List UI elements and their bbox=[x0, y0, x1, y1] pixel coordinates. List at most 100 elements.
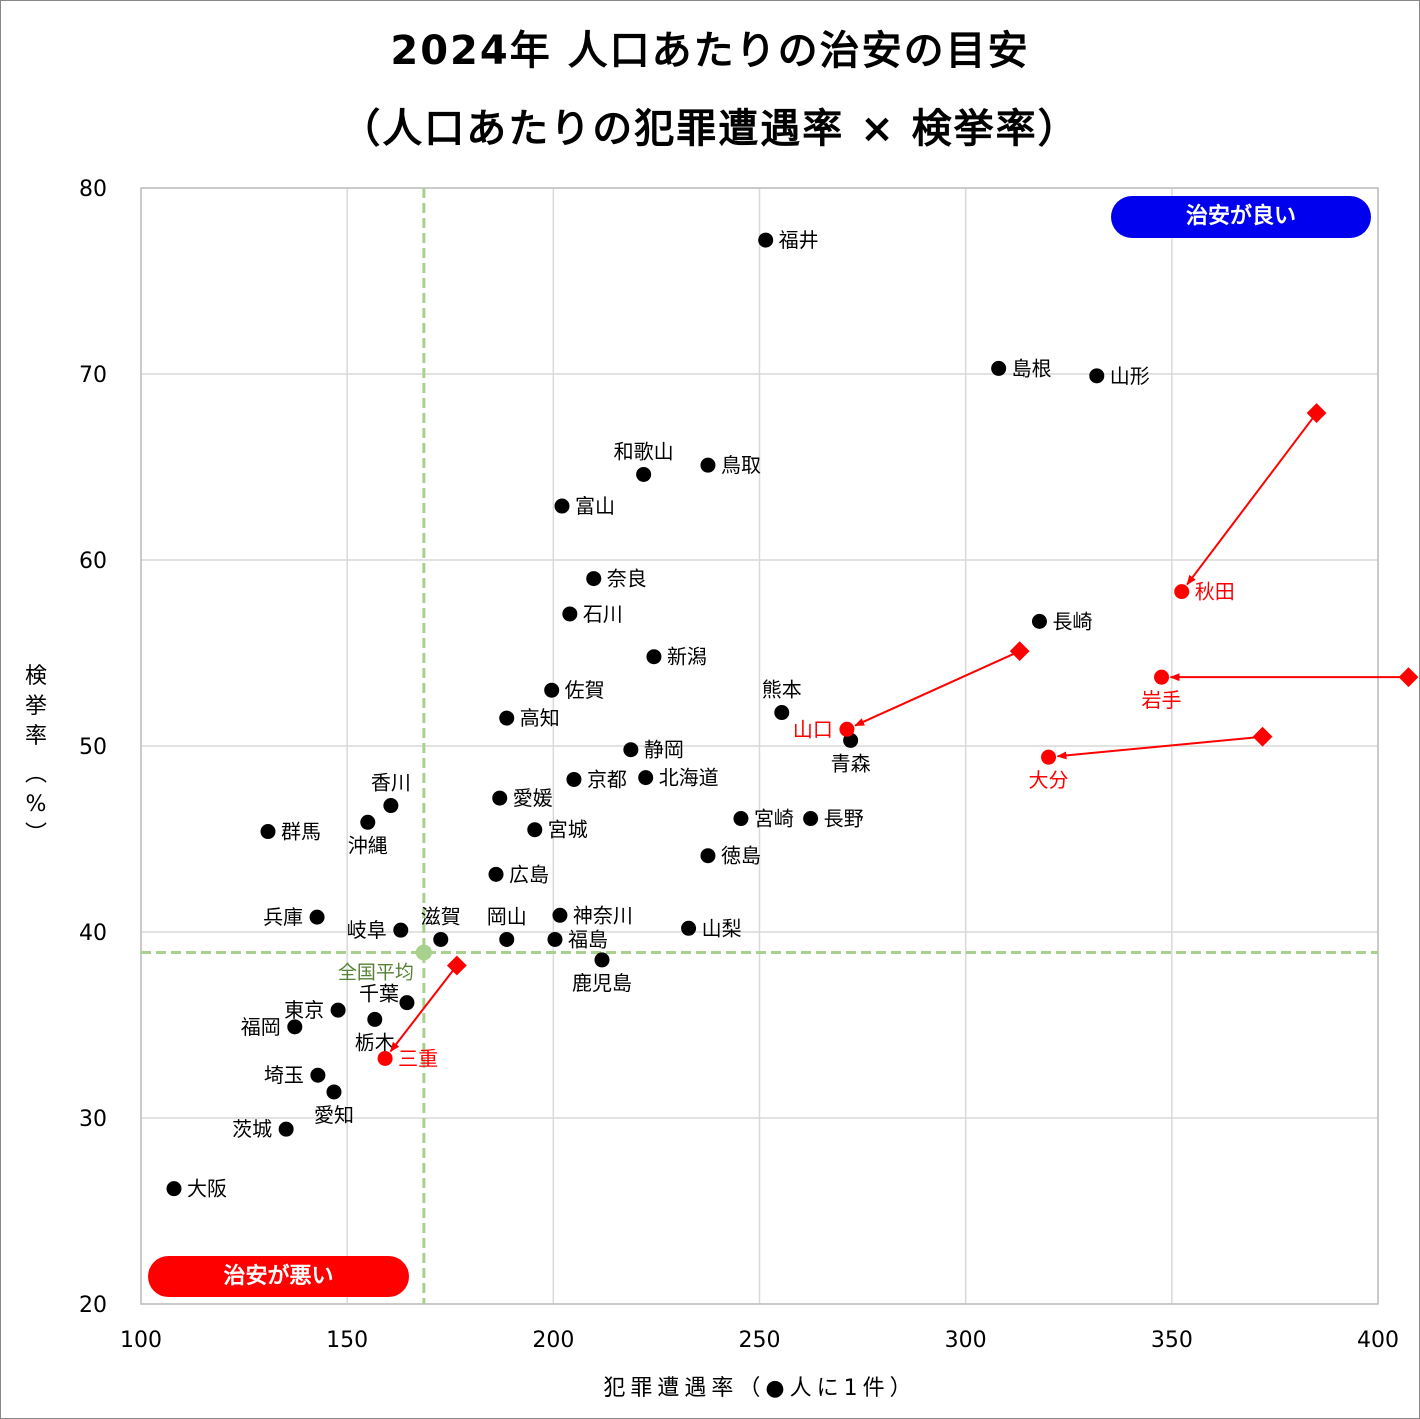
previous-year-marker bbox=[1009, 641, 1030, 662]
point-label: 島根 bbox=[1012, 356, 1052, 380]
change-arrow bbox=[1056, 735, 1263, 760]
data-point bbox=[547, 931, 563, 947]
data-point bbox=[636, 466, 652, 482]
point-label: 静岡 bbox=[644, 738, 684, 762]
point-label: 岐阜 bbox=[347, 918, 387, 942]
highlight-label: 大分 bbox=[1029, 768, 1069, 792]
data-point bbox=[594, 952, 610, 968]
point-label: 福島 bbox=[568, 927, 608, 951]
highlight-point bbox=[1041, 749, 1057, 765]
point-label: 京都 bbox=[587, 767, 627, 791]
point-label: 滋賀 bbox=[421, 904, 461, 928]
highlight-label: 三重 bbox=[398, 1046, 438, 1070]
point-label: 和歌山 bbox=[614, 439, 674, 463]
data-point bbox=[360, 814, 376, 830]
point-label: 香川 bbox=[371, 771, 411, 795]
data-point bbox=[681, 920, 697, 936]
data-point bbox=[586, 571, 602, 587]
point-label: 沖縄 bbox=[348, 833, 388, 857]
data-point bbox=[260, 824, 276, 840]
data-point bbox=[623, 742, 639, 758]
x-tick-label: 400 bbox=[1357, 1328, 1399, 1353]
bad-safety-badge: 治安が悪い bbox=[148, 1256, 409, 1297]
point-label: 鳥取 bbox=[721, 453, 761, 477]
point-label: 石川 bbox=[583, 602, 623, 626]
highlight-label: 秋田 bbox=[1195, 580, 1235, 604]
data-point bbox=[552, 907, 568, 923]
y-tick-label: 50 bbox=[79, 735, 107, 760]
previous-year-marker bbox=[1398, 667, 1419, 688]
point-label: 栃木 bbox=[355, 1030, 395, 1054]
data-point bbox=[278, 1121, 294, 1137]
point-label: 富山 bbox=[575, 494, 615, 518]
point-label: 山形 bbox=[1110, 364, 1150, 388]
y-tick-label: 30 bbox=[79, 1107, 107, 1132]
point-label: 千葉 bbox=[359, 982, 399, 1006]
x-axis-label: 犯罪遭遇率（●人に1件） bbox=[603, 1376, 917, 1401]
previous-year-marker bbox=[1252, 726, 1273, 747]
data-point bbox=[383, 798, 399, 814]
point-label: 埼玉 bbox=[264, 1063, 304, 1087]
y-tick-label: 40 bbox=[79, 921, 107, 946]
x-tick-label: 150 bbox=[326, 1328, 368, 1353]
y-tick-label: 20 bbox=[79, 1293, 107, 1318]
change-arrow bbox=[854, 650, 1021, 727]
data-point bbox=[326, 1084, 342, 1100]
point-label: 山梨 bbox=[702, 916, 742, 940]
point-label: 長野 bbox=[824, 807, 864, 831]
data-point bbox=[1089, 368, 1105, 384]
change-arrow bbox=[1186, 412, 1318, 586]
data-point bbox=[544, 682, 560, 698]
point-label: 長崎 bbox=[1052, 609, 1092, 633]
data-point bbox=[367, 1011, 383, 1027]
point-label: 宮崎 bbox=[754, 807, 794, 831]
data-point bbox=[399, 995, 415, 1011]
data-point bbox=[991, 360, 1007, 376]
data-point bbox=[638, 770, 654, 786]
data-point bbox=[733, 811, 749, 827]
data-point bbox=[774, 705, 790, 721]
y-tick-label: 70 bbox=[79, 363, 107, 388]
x-tick-label: 350 bbox=[1151, 1328, 1193, 1353]
chart-title-line1: 2024年 人口あたりの治安の目安 bbox=[390, 28, 1030, 74]
data-point bbox=[566, 771, 582, 787]
highlight-label: 岩手 bbox=[1142, 688, 1182, 712]
point-label: 高知 bbox=[520, 706, 560, 730]
point-label: 北海道 bbox=[659, 766, 719, 790]
point-label: 福井 bbox=[779, 228, 819, 252]
point-label: 青森 bbox=[831, 751, 871, 775]
y-axis-label-char: 検 bbox=[24, 664, 47, 689]
x-tick-label: 100 bbox=[120, 1328, 162, 1353]
data-point bbox=[393, 922, 409, 938]
y-axis-label-char: 挙 bbox=[24, 694, 47, 719]
point-label: 新潟 bbox=[667, 645, 707, 669]
x-tick-label: 250 bbox=[739, 1328, 781, 1353]
data-point bbox=[700, 848, 716, 864]
data-point bbox=[499, 710, 515, 726]
y-axis-label-char: ︶ bbox=[24, 822, 47, 847]
data-point bbox=[330, 1002, 346, 1018]
point-label: 鹿児島 bbox=[572, 971, 632, 995]
point-label: 神奈川 bbox=[573, 903, 633, 927]
data-point bbox=[562, 606, 578, 622]
point-label: 東京 bbox=[284, 998, 324, 1022]
point-label: 熊本 bbox=[762, 678, 802, 702]
data-point bbox=[310, 1067, 326, 1083]
data-point bbox=[527, 822, 543, 838]
x-tick-label: 200 bbox=[532, 1328, 574, 1353]
data-point bbox=[309, 909, 325, 925]
y-axis-label-char: 率 bbox=[24, 724, 47, 749]
point-label: 愛知 bbox=[314, 1103, 354, 1127]
y-axis-label-char: ︵ bbox=[24, 762, 47, 787]
data-point bbox=[758, 232, 774, 248]
y-tick-label: 60 bbox=[79, 549, 107, 574]
y-axis-label-char: % bbox=[25, 792, 47, 817]
chart-title-line2: （人口あたりの犯罪遭遇率 × 検挙率） bbox=[340, 106, 1080, 152]
point-label: 愛媛 bbox=[513, 786, 553, 810]
data-point bbox=[1031, 613, 1047, 629]
data-point bbox=[803, 811, 819, 827]
change-arrow bbox=[389, 964, 458, 1053]
average-marker bbox=[415, 944, 432, 961]
highlight-label: 山口 bbox=[793, 717, 833, 741]
